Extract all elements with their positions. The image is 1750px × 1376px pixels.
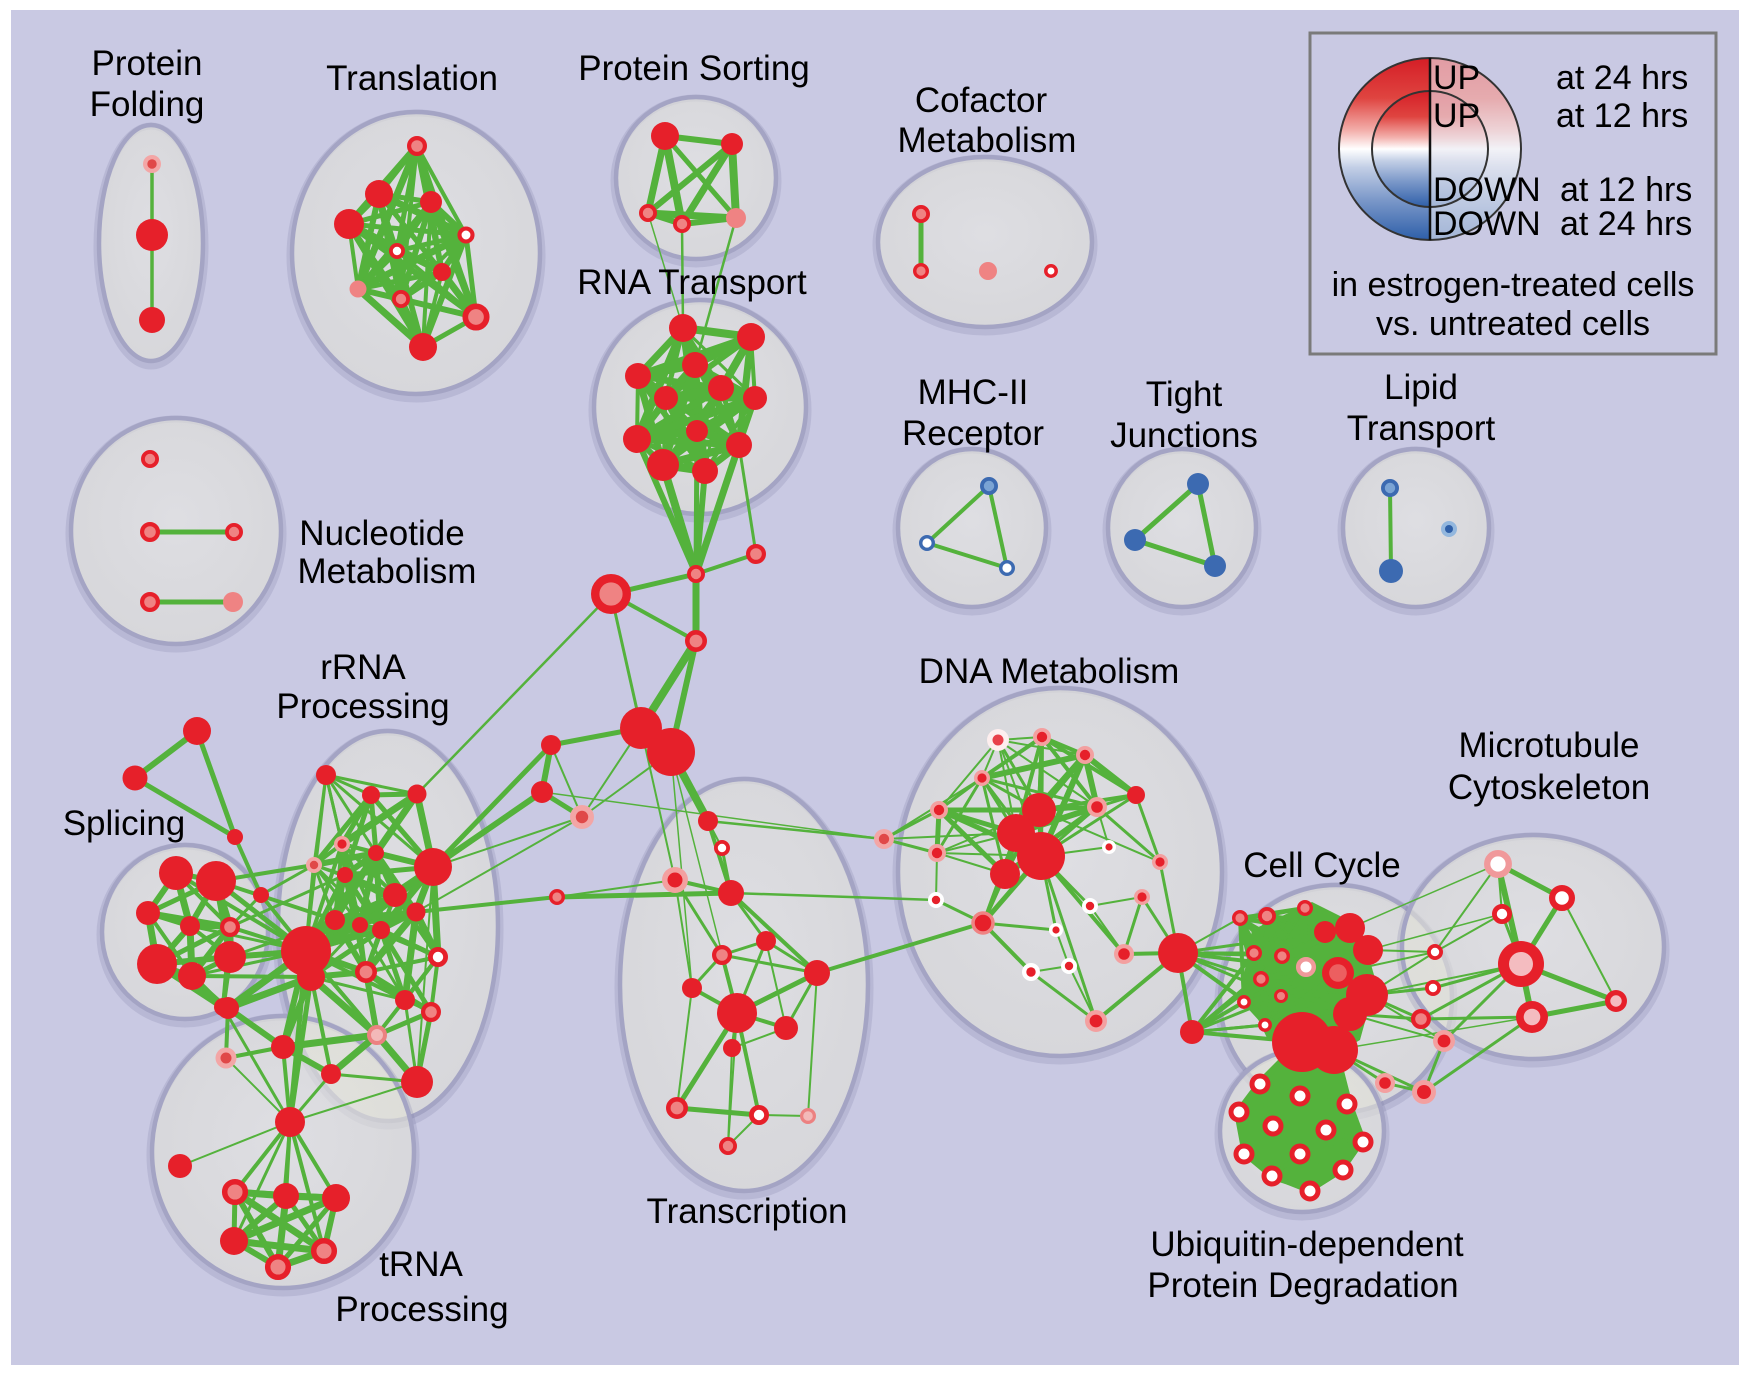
- svg-text:DOWN: DOWN: [1433, 205, 1541, 243]
- svg-text:UP: UP: [1433, 97, 1480, 135]
- svg-text:Processing: Processing: [335, 1290, 508, 1329]
- svg-text:Cytoskeleton: Cytoskeleton: [1448, 768, 1650, 807]
- svg-text:Transcription: Transcription: [647, 1192, 848, 1231]
- svg-text:UP: UP: [1433, 59, 1480, 97]
- svg-text:Protein: Protein: [92, 44, 203, 83]
- svg-text:at 24 hrs: at 24 hrs: [1560, 205, 1692, 243]
- svg-text:Metabolism: Metabolism: [298, 552, 477, 591]
- svg-text:Microtubule: Microtubule: [1459, 726, 1640, 765]
- svg-text:RNA Transport: RNA Transport: [577, 263, 807, 302]
- svg-text:Folding: Folding: [90, 85, 205, 124]
- svg-text:Junctions: Junctions: [1110, 416, 1258, 455]
- svg-text:tRNA: tRNA: [379, 1245, 463, 1284]
- svg-text:DOWN: DOWN: [1433, 171, 1541, 209]
- svg-text:Transport: Transport: [1347, 409, 1496, 448]
- svg-text:at 12 hrs: at 12 hrs: [1560, 171, 1692, 209]
- svg-text:at 12 hrs: at 12 hrs: [1556, 97, 1688, 135]
- svg-text:Processing: Processing: [276, 687, 449, 726]
- svg-text:rRNA: rRNA: [320, 648, 406, 687]
- svg-text:vs. untreated cells: vs. untreated cells: [1376, 305, 1650, 343]
- svg-text:Splicing: Splicing: [63, 804, 186, 843]
- svg-text:Receptor: Receptor: [902, 414, 1044, 453]
- svg-text:at 24 hrs: at 24 hrs: [1556, 59, 1688, 97]
- svg-text:in estrogen-treated cells: in estrogen-treated cells: [1332, 266, 1695, 304]
- svg-text:Nucleotide: Nucleotide: [299, 514, 464, 553]
- svg-text:Translation: Translation: [326, 59, 498, 98]
- svg-text:Cell Cycle: Cell Cycle: [1243, 846, 1401, 885]
- svg-text:Protein Sorting: Protein Sorting: [578, 49, 810, 88]
- svg-text:Protein Degradation: Protein Degradation: [1147, 1266, 1458, 1305]
- svg-text:Cofactor: Cofactor: [915, 81, 1048, 120]
- svg-text:Ubiquitin-dependent: Ubiquitin-dependent: [1150, 1225, 1464, 1264]
- svg-text:Tight: Tight: [1146, 375, 1223, 414]
- svg-text:Metabolism: Metabolism: [898, 121, 1077, 160]
- svg-text:Lipid: Lipid: [1384, 368, 1458, 407]
- svg-text:MHC-II: MHC-II: [918, 373, 1029, 412]
- svg-text:DNA Metabolism: DNA Metabolism: [919, 652, 1180, 691]
